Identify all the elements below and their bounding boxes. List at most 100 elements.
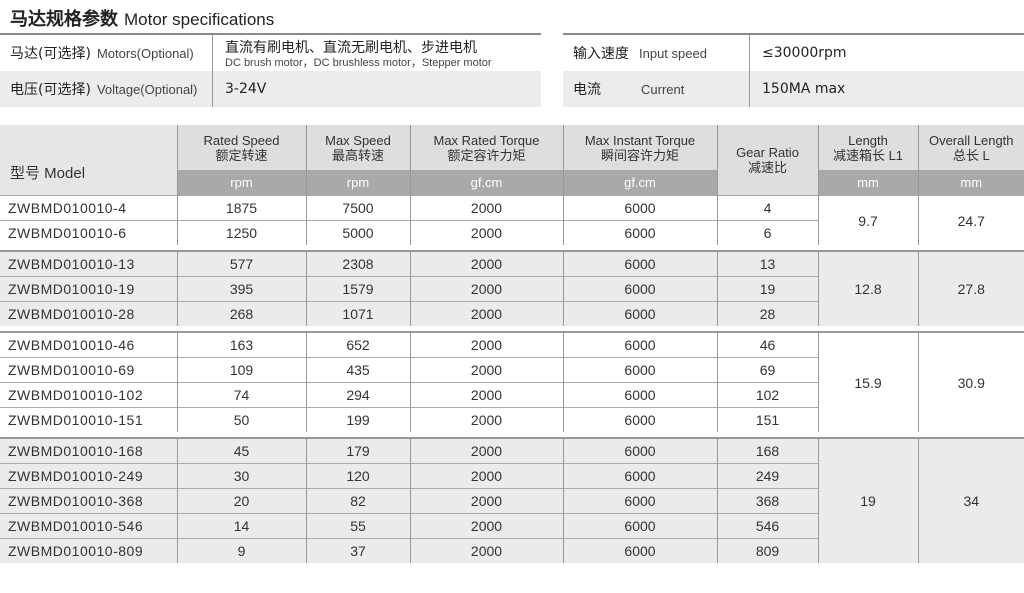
spec-label-zh: 输入速度 (573, 46, 629, 62)
title-zh: 马达规格参数 (10, 9, 118, 30)
cell-rated-speed: 109 (176, 357, 306, 383)
spec-label: 电流 Current (563, 71, 750, 107)
cell-model: ZWBMD010010-168 (0, 437, 177, 464)
group-separator (0, 432, 1024, 438)
cell-gear-ratio: 809 (716, 538, 818, 563)
cell-max-rated-torque: 2000 (409, 488, 563, 514)
cell-max-instant-torque: 6000 (562, 407, 717, 432)
cell-max-speed: 7500 (305, 195, 410, 221)
table-row: ZWBMD010010-6 1250 5000 2000 6000 6 (0, 220, 1024, 245)
cell-rated-speed: 50 (176, 407, 306, 432)
cell-gear-ratio: 102 (716, 382, 818, 408)
table-row: ZWBMD010010-13 577 2308 2000 6000 13 12.8 27.8 (0, 250, 1024, 326)
spec-value-zh: 直流有刷电机、直流无刷电机、步进电机 (225, 40, 477, 56)
unit-row: rpm rpm gf.cm gf.cm mm mm (0, 170, 1024, 196)
table-body: ZWBMD010010-4 1875 7500 2000 6000 4 9.7 24.7 ZWB… (0, 195, 1024, 563)
header-gear-ratio: Gear Ratio 减速比 (716, 125, 818, 196)
unit-rated-speed: rpm (176, 170, 306, 196)
cell-max-speed: 199 (305, 407, 410, 432)
spec-label-en: Motors(Optional) (96, 45, 194, 61)
spec-row-input-speed: 输入速度 Input speed ≤30000rpm (563, 35, 1024, 71)
spec-label-zh: 马达(可选择) (10, 46, 91, 62)
cell-gear-ratio: 168 (716, 437, 818, 464)
table-row: ZWBMD010010-69 109 435 2000 6000 69 (0, 357, 1024, 383)
unit-max-speed: rpm (305, 170, 410, 196)
cell-max-speed: 1071 (305, 301, 410, 326)
table-row: ZWBMD010010-28 268 1071 2000 6000 28 (0, 301, 1024, 326)
cell-rated-speed: 577 (176, 250, 306, 277)
spec-value: 直流有刷电机、直流无刷电机、步进电机 DC brush motor，DC brus… (213, 37, 492, 69)
cell-max-rated-torque: 2000 (409, 250, 563, 277)
page-title: 马达规格参数 Motor specifications (10, 5, 274, 31)
cell-max-speed: 1579 (305, 276, 410, 302)
cell-max-instant-torque: 6000 (562, 276, 717, 302)
cell-max-instant-torque: 6000 (562, 463, 717, 489)
cell-gear-ratio: 546 (716, 513, 818, 539)
cell-gear-ratio: 151 (716, 407, 818, 432)
cell-rated-speed: 45 (176, 437, 306, 464)
cell-max-rated-torque: 2000 (409, 331, 563, 358)
cell-length-l1: 15.9 (817, 331, 918, 432)
cell-rated-speed: 74 (176, 382, 306, 408)
cell-length-l1: 19 (817, 437, 918, 563)
spec-label-en: Input speed (639, 45, 707, 61)
header-zh: 最高转速 (331, 147, 384, 163)
table-row: ZWBMD010010-368 20 82 2000 6000 368 (0, 488, 1024, 514)
header-zh: 额定容许力矩 (447, 147, 526, 163)
cell-max-speed: 652 (305, 331, 410, 358)
unit-max-rated-torque: gf.cm (409, 170, 563, 196)
cell-max-instant-torque: 6000 (562, 220, 717, 245)
cell-max-speed: 120 (305, 463, 410, 489)
spec-label: 电压(可选择) Voltage(Optional) (0, 71, 213, 107)
header-length-l1: Length 减速箱长 L1 (817, 125, 918, 170)
cell-max-rated-torque: 2000 (409, 220, 563, 245)
cell-model: ZWBMD010010-69 (0, 357, 177, 383)
cell-model: ZWBMD010010-546 (0, 513, 177, 539)
cell-gear-ratio: 28 (716, 301, 818, 326)
header-en: Overall Length (928, 132, 1014, 148)
header-zh: 总长 L (952, 147, 990, 163)
cell-model: ZWBMD010010-4 (0, 195, 177, 221)
cell-rated-speed: 30 (176, 463, 306, 489)
cell-gear-ratio: 368 (716, 488, 818, 514)
cell-model: ZWBMD010010-151 (0, 407, 177, 432)
spec-value: 3-24V (225, 81, 267, 97)
spec-value: 150MA max (762, 81, 846, 97)
cell-gear-ratio: 6 (716, 220, 818, 245)
header-max-rated-torque: Max Rated Torque 额定容许力矩 (409, 125, 563, 170)
spec-table: 型号 Model Rated Speed 额定转速 Max Speed 最高转速 M… (0, 125, 1024, 563)
cell-model: ZWBMD010010-102 (0, 382, 177, 408)
cell-rated-speed: 1250 (176, 220, 306, 245)
cell-overall-length: 24.7 (917, 195, 1024, 245)
header-en: Max Rated Torque (433, 132, 540, 148)
group-separator (0, 245, 1024, 251)
spec-label-en: Voltage(Optional) (96, 81, 198, 97)
cell-overall-length: 30.9 (917, 331, 1024, 432)
header-en: Max Instant Torque (584, 132, 696, 148)
cell-model: ZWBMD010010-6 (0, 220, 177, 245)
cell-model: ZWBMD010010-249 (0, 463, 177, 489)
cell-gear-ratio: 19 (716, 276, 818, 302)
cell-max-rated-torque: 2000 (409, 407, 563, 432)
spec-label-zh: 电流 (573, 82, 601, 98)
group-separator-cell (0, 432, 1024, 438)
table-row: ZWBMD010010-46 163 652 2000 6000 46 15.9 30.9 (0, 331, 1024, 432)
spec-row-voltage: 电压(可选择) Voltage(Optional) 3-24V (0, 71, 541, 107)
cell-max-rated-torque: 2000 (409, 382, 563, 408)
spec-label-en: Current (641, 81, 685, 97)
header-rated-speed: Rated Speed 额定转速 (176, 125, 306, 170)
table-row: ZWBMD010010-102 74 294 2000 6000 102 (0, 382, 1024, 408)
title-en: Motor specifications (124, 10, 275, 29)
unit-length-l1: mm (817, 170, 918, 196)
cell-max-speed: 294 (305, 382, 410, 408)
header-overall-length: Overall Length 总长 L (917, 125, 1024, 170)
cell-length-l1: 12.8 (817, 250, 918, 326)
cell-model: ZWBMD010010-19 (0, 276, 177, 302)
cell-overall-length: 27.8 (917, 250, 1024, 326)
spec-value: ≤30000rpm (762, 45, 847, 61)
header-max-instant-torque: Max Instant Torque 瞬间容许力矩 (562, 125, 717, 170)
cell-rated-speed: 1875 (176, 195, 306, 221)
unit-max-instant-torque: gf.cm (562, 170, 717, 196)
cell-model: ZWBMD010010-809 (0, 538, 177, 563)
spec-panel-left: 马达(可选择) Motors(Optional) 直流有刷电机、直流无刷电机、步进… (0, 33, 541, 107)
